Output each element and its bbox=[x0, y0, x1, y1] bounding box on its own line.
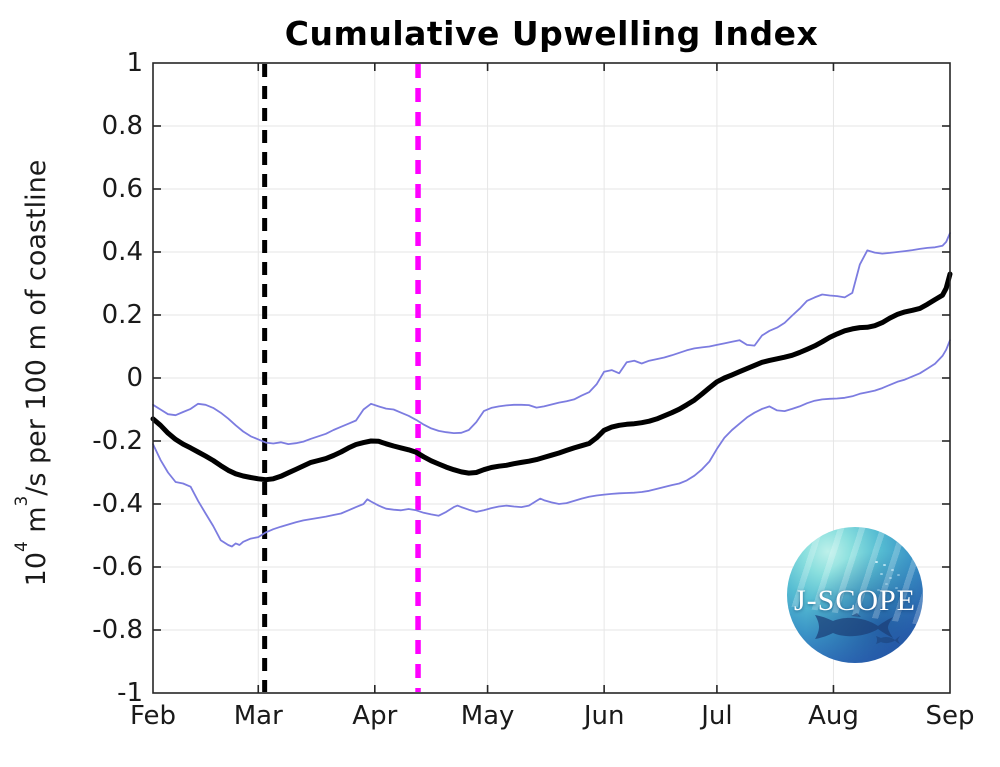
y-tick-label--0.6: -0.6 bbox=[92, 552, 143, 582]
jscope-logo-text: J-SCOPE bbox=[793, 584, 917, 617]
y-tick-label--0.8: -0.8 bbox=[92, 615, 143, 645]
fish-school-speckles bbox=[875, 561, 878, 563]
x-tick-label-sep: Sep bbox=[925, 701, 975, 731]
fish-silhouette-icon bbox=[815, 613, 893, 639]
y-tick-label-0.8: 0.8 bbox=[101, 111, 143, 141]
y-tick-label-0.4: 0.4 bbox=[101, 237, 143, 267]
y-tick-label--0.2: -0.2 bbox=[92, 426, 143, 456]
chart-title: Cumulative Upwelling Index bbox=[284, 14, 819, 53]
x-tick-label-aug: Aug bbox=[808, 701, 859, 731]
x-tick-label-jun: Jun bbox=[583, 701, 625, 731]
x-tick-label-feb: Feb bbox=[129, 701, 177, 731]
x-tick-label-may: May bbox=[460, 701, 515, 731]
series-mean_cumulative_upwelling_index bbox=[150, 271, 953, 483]
y-tick-label--1: -1 bbox=[117, 678, 143, 708]
jscope-logo: J-SCOPE bbox=[787, 527, 923, 663]
x-tick-label-apr: Apr bbox=[352, 701, 398, 731]
y-tick-label-0.2: 0.2 bbox=[101, 300, 143, 330]
y-tick-label-1: 1 bbox=[126, 48, 143, 78]
y-tick-label--0.4: -0.4 bbox=[92, 489, 143, 519]
series-lower_bound bbox=[152, 339, 951, 548]
small-fish-icon bbox=[876, 636, 900, 644]
x-tick-label-mar: Mar bbox=[233, 701, 283, 731]
x-tick-label-jul: Jul bbox=[701, 701, 733, 731]
y-tick-label-0.6: 0.6 bbox=[101, 174, 143, 204]
series-upper_bound bbox=[152, 232, 951, 446]
y-tick-label-0: 0 bbox=[126, 363, 143, 393]
